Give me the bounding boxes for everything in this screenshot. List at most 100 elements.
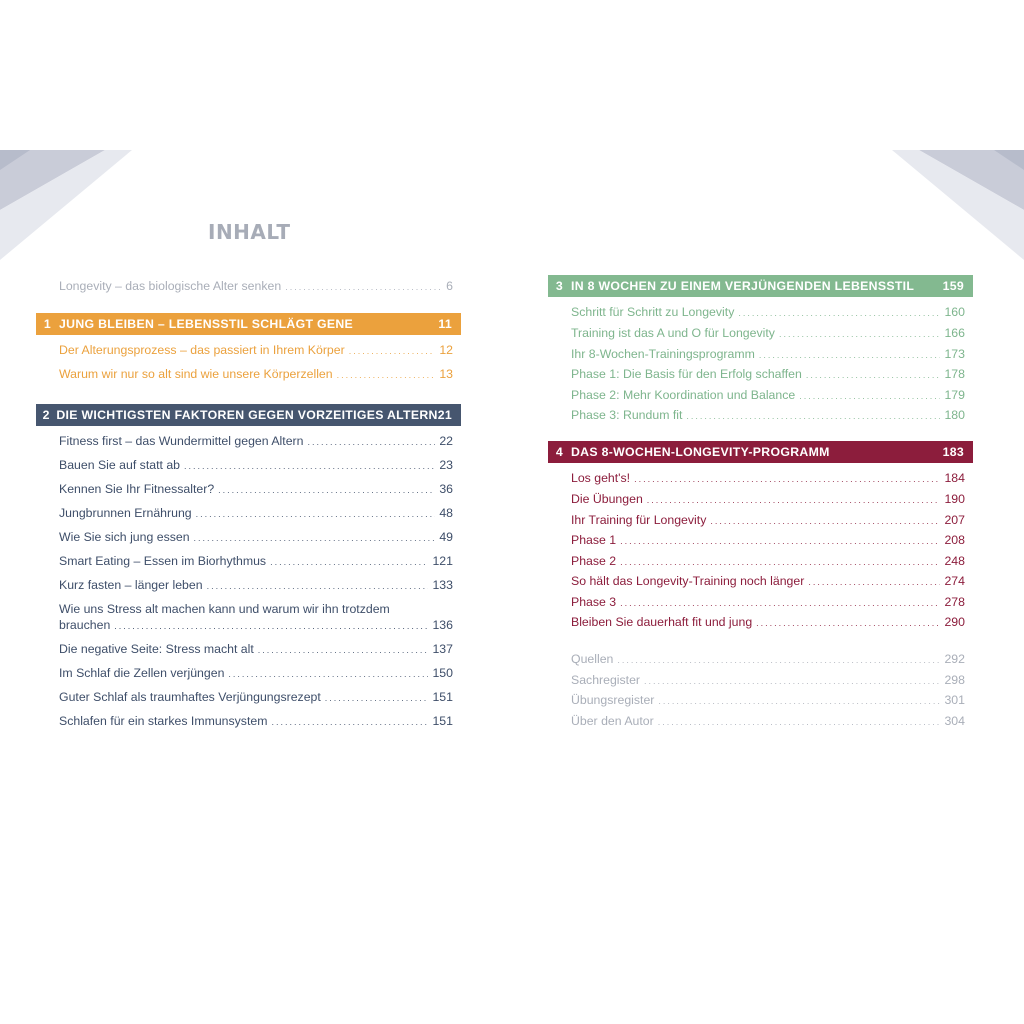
toc-entry-appendix[interactable]: Über den Autor .........................…	[548, 713, 973, 730]
toc-entry-page: 248	[944, 554, 965, 568]
toc-entry[interactable]: Bleiben Sie dauerhaft fit und jung .....…	[548, 614, 973, 631]
toc-entry-title: Im Schlaf die Zellen verjüngen	[59, 666, 225, 680]
toc-entry-page: 178	[944, 367, 965, 381]
toc-entry-page: 274	[944, 574, 965, 588]
toc-entry-appendix[interactable]: Übungsregister .........................…	[548, 692, 973, 709]
chapter-3-header[interactable]: 3 IN 8 WOCHEN ZU EINEM VERJÜNGENDEN LEBE…	[548, 275, 973, 297]
dot-leader: ........................................…	[658, 696, 941, 706]
toc-entry-page: 278	[944, 595, 965, 609]
toc-entry-title: So hält das Longevity-Training noch läng…	[571, 574, 805, 588]
chapter-4-header[interactable]: 4 DAS 8-WOCHEN-LONGEVITY-PROGRAMM 183	[548, 441, 973, 463]
toc-entry[interactable]: Phase 3 ................................…	[548, 594, 973, 611]
toc-entry-title: Über den Autor	[571, 714, 654, 728]
toc-entry-page: 151	[432, 714, 453, 728]
toc-entry[interactable]: Phase 2: Mehr Koordination und Balance .…	[548, 387, 973, 404]
dot-leader: ........................................…	[270, 557, 428, 567]
toc-entry-title: Los geht's!	[571, 471, 631, 485]
toc-entry-intro[interactable]: Longevity – das biologische Alter senken…	[36, 278, 461, 295]
chapter-page: 159	[942, 279, 964, 293]
toc-entry[interactable]: Die Übungen ............................…	[548, 491, 973, 508]
chapter-number: 3	[555, 279, 564, 293]
toc-entry[interactable]: Bauen Sie auf statt ab .................…	[36, 457, 461, 474]
toc-entry-page: 298	[944, 673, 965, 687]
toc-entry[interactable]: Kurz fasten – länger leben .............…	[36, 577, 461, 594]
dot-leader: ........................................…	[778, 329, 941, 339]
toc-entry[interactable]: Phase 1: Die Basis für den Erfolg schaff…	[548, 366, 973, 383]
toc-entry-title: Phase 1: Die Basis für den Erfolg schaff…	[571, 367, 802, 381]
toc-entry[interactable]: Ihr Training für Longevity .............…	[548, 512, 973, 529]
toc-entry[interactable]: Ihr 8-Wochen-Trainingsprogramm .........…	[548, 346, 973, 363]
toc-entry[interactable]: Guter Schlaf als traumhaftes Verjüngungs…	[36, 689, 461, 706]
toc-entry-page: 121	[432, 554, 453, 568]
toc-entry[interactable]: Smart Eating – Essen im Biorhythmus ....…	[36, 553, 461, 570]
toc-entry-page: 13	[439, 367, 453, 381]
toc-entry-title: Wie Sie sich jung essen	[59, 530, 190, 544]
toc-entry[interactable]: Phase 1 ................................…	[548, 532, 973, 549]
toc-entry-page: 208	[944, 533, 965, 547]
toc-entry[interactable]: Der Alterungsprozess – das passiert in I…	[36, 342, 461, 359]
toc-entry-title: Die Übungen	[571, 492, 643, 506]
toc-entry-title: Warum wir nur so alt sind wie unsere Kör…	[59, 367, 333, 381]
toc-entry[interactable]: Schlafen für ein starkes Immunsystem ...…	[36, 713, 461, 730]
toc-entry-page: 22	[439, 434, 453, 448]
chapter-title: IN 8 WOCHEN ZU EINEM VERJÜNGENDEN LEBENS…	[571, 279, 915, 293]
toc-entry[interactable]: Training ist das A und O für Longevity .…	[548, 325, 973, 342]
toc-entry-title: Longevity – das biologische Alter senken	[59, 279, 282, 293]
toc-entry-title: Schritt für Schritt zu Longevity	[571, 305, 735, 319]
toc-entry-page: 36	[439, 482, 453, 496]
toc-entry[interactable]: Los geht's! ............................…	[548, 470, 973, 487]
toc-entry-page: 304	[944, 714, 965, 728]
toc-entry-title: Quellen	[571, 652, 614, 666]
chapter-2-header[interactable]: 2 DIE WICHTIGSTEN FAKTOREN GEGEN VORZEIT…	[36, 404, 461, 426]
toc-entry-title: Sachregister	[571, 673, 641, 687]
toc-entry-title-line2: brauchen	[59, 618, 111, 632]
toc-entry-page: 173	[944, 347, 965, 361]
toc-entry-title: Jungbrunnen Ernährung	[59, 506, 192, 520]
toc-entry-page: 292	[944, 652, 965, 666]
toc-entry-page: 160	[944, 305, 965, 319]
toc-entry-page: 12	[439, 343, 453, 357]
toc-entry-page: 207	[944, 513, 965, 527]
dot-leader: ........................................…	[646, 495, 941, 505]
toc-entry[interactable]: Wie Sie sich jung essen ................…	[36, 529, 461, 546]
toc-entry-title: Smart Eating – Essen im Biorhythmus	[59, 554, 267, 568]
toc-entry[interactable]: Im Schlaf die Zellen verjüngen .........…	[36, 665, 461, 682]
corner-decoration-left	[0, 150, 132, 260]
dot-leader: ........................................…	[285, 282, 442, 292]
chapter-page: 11	[438, 317, 452, 331]
toc-entry-title: Schlafen für ein starkes Immunsystem	[59, 714, 268, 728]
toc-entry-appendix[interactable]: Quellen ................................…	[548, 651, 973, 668]
toc-entry[interactable]: Warum wir nur so alt sind wie unsere Kör…	[36, 366, 461, 383]
chapter-number: 4	[555, 445, 564, 459]
toc-entry[interactable]: Schritt für Schritt zu Longevity .......…	[548, 304, 973, 321]
chapter-page: 21	[437, 408, 452, 422]
toc-entry[interactable]: Die negative Seite: Stress macht alt ...…	[36, 641, 461, 658]
toc-entry[interactable]: Fitness first – das Wundermittel gegen A…	[36, 433, 461, 450]
toc-entry-title: Guter Schlaf als traumhaftes Verjüngungs…	[59, 690, 321, 704]
dot-leader: ........................................…	[218, 485, 435, 495]
dot-leader: ........................................…	[307, 437, 435, 447]
chapter-title: DAS 8-WOCHEN-LONGEVITY-PROGRAMM	[571, 445, 830, 459]
dot-leader: ........................................…	[114, 621, 429, 631]
toc-entry-page: 180	[944, 408, 965, 422]
toc-entry-title: Phase 2	[571, 554, 617, 568]
toc-entry-page: 49	[439, 530, 453, 544]
chapter-1-header[interactable]: 1 JUNG BLEIBEN – LEBENSSTIL SCHLÄGT GENE…	[36, 313, 461, 335]
dot-leader: ........................................…	[620, 557, 940, 567]
toc-entry-title: Fitness first – das Wundermittel gegen A…	[59, 434, 304, 448]
dot-leader: ........................................…	[799, 391, 941, 401]
toc-entry[interactable]: So hält das Longevity-Training noch läng…	[548, 573, 973, 590]
dot-leader: ........................................…	[324, 693, 429, 703]
toc-entry-page: 184	[944, 471, 965, 485]
chapter-title: JUNG BLEIBEN – LEBENSSTIL SCHLÄGT GENE	[59, 317, 354, 331]
toc-entry-title: Kurz fasten – länger leben	[59, 578, 203, 592]
toc-entry-title: Phase 3	[571, 595, 617, 609]
toc-entry-page: 151	[432, 690, 453, 704]
toc-entry[interactable]: Phase 2 ................................…	[548, 553, 973, 570]
toc-entry[interactable]: Kennen Sie Ihr Fitnessalter? ...........…	[36, 481, 461, 498]
toc-entry-multiline[interactable]: Wie uns Stress alt machen kann und warum…	[36, 601, 461, 634]
toc-entry-appendix[interactable]: Sachregister ...........................…	[548, 672, 973, 689]
toc-entry[interactable]: Jungbrunnen Ernährung ..................…	[36, 505, 461, 522]
toc-entry-title: Phase 3: Rundum fit	[571, 408, 683, 422]
toc-entry[interactable]: Phase 3: Rundum fit ....................…	[548, 407, 973, 424]
